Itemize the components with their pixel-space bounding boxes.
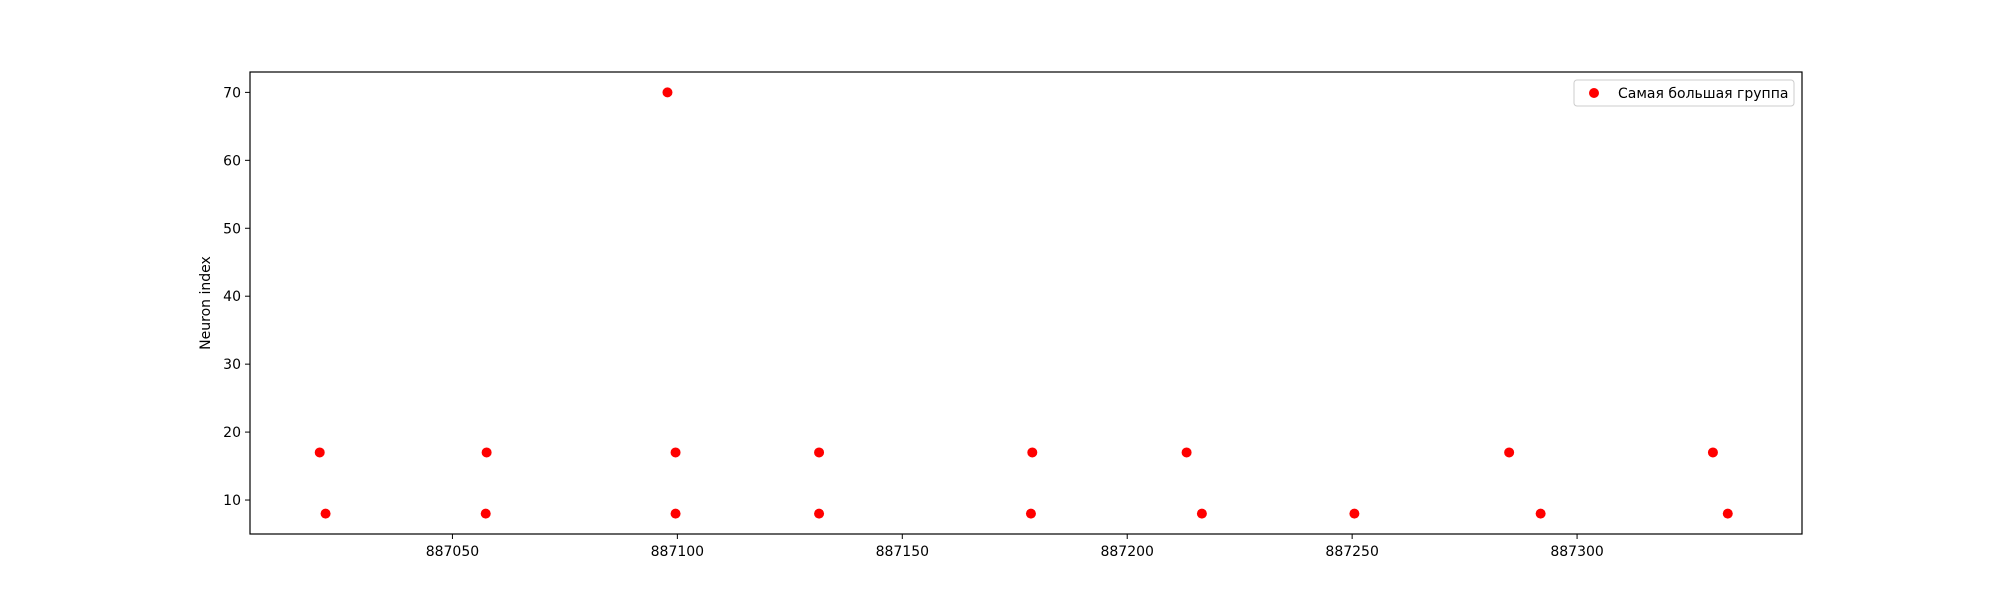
- y-tick-label: 50: [223, 221, 241, 237]
- data-point: [1181, 447, 1192, 458]
- data-point: [814, 508, 825, 519]
- y-tick-label: 20: [223, 425, 241, 441]
- y-tick-label: 60: [223, 153, 241, 169]
- y-tick-label: 10: [223, 493, 241, 509]
- plot-area: [249, 71, 1803, 535]
- x-tick-label: 887150: [876, 544, 929, 560]
- x-tick-label: 887300: [1550, 544, 1603, 560]
- x-tick-label: 887250: [1325, 544, 1378, 560]
- data-point: [1707, 447, 1718, 458]
- legend-label: Самая большая группа: [1618, 86, 1788, 102]
- data-point: [814, 447, 825, 458]
- data-point: [662, 87, 673, 98]
- y-tick-label: 30: [223, 357, 241, 373]
- data-point: [1722, 508, 1733, 519]
- legend: Самая большая группа: [1573, 79, 1795, 107]
- plot-frame: [249, 71, 1803, 535]
- legend-box: [1573, 79, 1795, 107]
- y-tick-label: 40: [223, 289, 241, 305]
- data-point: [480, 508, 491, 519]
- x-tick-label: 887100: [651, 544, 704, 560]
- legend-marker: [1589, 88, 1599, 98]
- data-point: [1025, 508, 1036, 519]
- data-point: [670, 447, 681, 458]
- data-point: [1504, 447, 1515, 458]
- x-tick-label: 887050: [426, 544, 479, 560]
- y-tick-label: 70: [223, 85, 241, 101]
- data-point: [314, 447, 325, 458]
- data-point: [1027, 447, 1038, 458]
- x-axis: 887050 887100 887150 887200 887250 887300: [426, 534, 1604, 560]
- y-axis-label: Neuron index: [198, 256, 214, 350]
- x-tick-label: 887200: [1100, 544, 1153, 560]
- data-point: [670, 508, 681, 519]
- y-axis: 10 20 30 40 50 60 70: [223, 85, 250, 509]
- data-point: [1535, 508, 1546, 519]
- data-points: [314, 87, 1733, 519]
- data-point: [1196, 508, 1207, 519]
- data-point: [1349, 508, 1360, 519]
- data-point: [320, 508, 331, 519]
- data-point: [481, 447, 492, 458]
